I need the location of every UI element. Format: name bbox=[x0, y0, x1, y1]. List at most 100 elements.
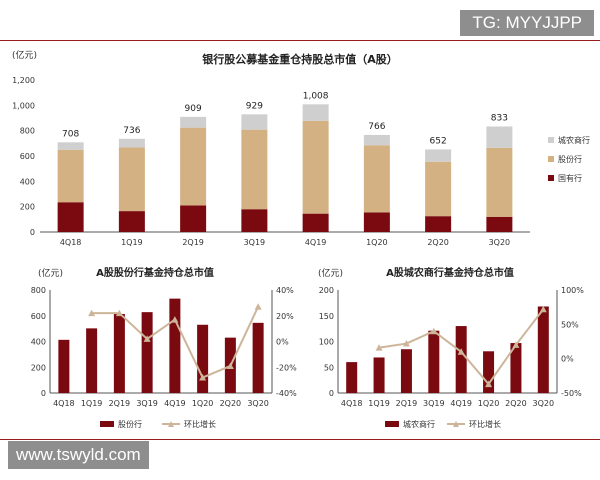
left-y-tick-label: 0 bbox=[41, 389, 46, 398]
right-bar bbox=[537, 306, 549, 393]
left-growth-point bbox=[88, 309, 96, 317]
top-rule bbox=[0, 40, 600, 41]
right-x-tick-label: 2Q20 bbox=[505, 399, 527, 408]
top-bar-segment bbox=[425, 161, 452, 217]
top-bar-segment bbox=[180, 127, 207, 206]
right-y2-tick-label: 100% bbox=[561, 286, 584, 295]
right-bar bbox=[373, 357, 385, 393]
top-total-label: 909 bbox=[185, 104, 202, 114]
right-growth-point bbox=[402, 340, 410, 347]
top-x-tick-label: 3Q19 bbox=[244, 238, 266, 247]
top-bar-segment bbox=[302, 213, 329, 232]
top-bar-segment bbox=[118, 211, 145, 232]
top-x-tick-label: 4Q18 bbox=[60, 238, 82, 247]
top-bar-segment bbox=[486, 147, 513, 217]
watermark-bottom: www.tswyld.com bbox=[8, 441, 149, 469]
left-x-tick-label: 4Q18 bbox=[53, 399, 75, 408]
top-x-tick-label: 4Q19 bbox=[305, 238, 327, 247]
left-x-tick-label: 3Q20 bbox=[247, 399, 269, 408]
left-legend-line-label: 环比增长 bbox=[184, 419, 216, 429]
left-bar bbox=[113, 313, 125, 393]
left-growth-point bbox=[171, 316, 179, 323]
left-x-tick-label: 4Q19 bbox=[164, 399, 186, 408]
top-bar-segment bbox=[180, 205, 207, 232]
right-y-tick-label: 150 bbox=[319, 312, 334, 321]
right-bar bbox=[455, 326, 467, 393]
right-growth-point bbox=[430, 327, 438, 335]
top-y-tick-label: 600 bbox=[20, 152, 35, 161]
right-chart-title: A股城农商行基金持仓总市值 bbox=[386, 266, 514, 279]
left-growth-point bbox=[143, 335, 151, 342]
top-total-label: 929 bbox=[246, 101, 263, 111]
top-bar-segment bbox=[363, 212, 390, 232]
right-y-tick-label: 100 bbox=[319, 338, 334, 347]
top-bar-segment bbox=[425, 149, 452, 162]
left-bar bbox=[86, 328, 98, 393]
top-bar-segment bbox=[302, 120, 329, 214]
right-chart-unit: (亿元) bbox=[318, 267, 343, 279]
top-bar-segment bbox=[241, 209, 268, 232]
top-chart-unit: (亿元) bbox=[12, 49, 37, 61]
left-bar bbox=[58, 339, 70, 393]
top-legend-label: 股份行 bbox=[558, 154, 582, 164]
left-x-tick-label: 2Q19 bbox=[109, 399, 131, 408]
right-x-tick-label: 2Q19 bbox=[396, 399, 418, 408]
left-bar bbox=[197, 324, 209, 393]
right-bar bbox=[483, 351, 495, 393]
left-growth-point bbox=[254, 303, 262, 310]
right-legend-bar-label: 城农商行 bbox=[403, 419, 435, 429]
top-legend-label: 国有行 bbox=[558, 173, 582, 183]
right-growth-point bbox=[485, 380, 493, 388]
top-legend-label: 城农商行 bbox=[558, 135, 590, 145]
right-legend-line-label: 环比增长 bbox=[469, 419, 501, 429]
left-chart-unit: (亿元) bbox=[38, 267, 63, 279]
left-x-tick-label: 3Q19 bbox=[136, 399, 158, 408]
top-bar-segment bbox=[241, 129, 268, 210]
watermark-top: TG: MYYJJPP bbox=[460, 10, 594, 36]
top-bar-segment bbox=[57, 142, 84, 150]
right-y2-tick-label: 0% bbox=[561, 355, 574, 364]
left-y-tick-label: 400 bbox=[31, 338, 46, 347]
top-bar-segment bbox=[302, 104, 329, 121]
right-growth-point bbox=[375, 344, 383, 351]
top-y-tick-label: 1,000 bbox=[12, 101, 35, 110]
left-x-tick-label: 1Q20 bbox=[192, 399, 214, 408]
top-bar-segment bbox=[57, 149, 84, 203]
left-bar bbox=[169, 298, 181, 393]
left-y-tick-label: 800 bbox=[31, 286, 46, 295]
right-growth-point bbox=[457, 348, 465, 355]
left-bar bbox=[252, 322, 264, 393]
left-legend-bar-swatch bbox=[100, 421, 114, 427]
top-total-label: 833 bbox=[491, 113, 508, 123]
right-bar bbox=[400, 349, 412, 393]
right-y-tick-label: 50 bbox=[324, 363, 334, 372]
top-y-tick-label: 400 bbox=[20, 177, 35, 186]
left-chart-title: A股股份行基金持仓总市值 bbox=[96, 266, 214, 279]
top-total-label: 736 bbox=[123, 126, 140, 136]
top-bar-segment bbox=[57, 202, 84, 232]
left-y2-tick-label: -40% bbox=[276, 389, 297, 398]
chart-marks: 0 200 400 600 800 1,000 1,200 708 4Q18 736 1Q19 909… bbox=[12, 76, 590, 429]
left-legend-bar-label: 股份行 bbox=[118, 419, 142, 429]
right-x-tick-label: 1Q20 bbox=[478, 399, 500, 408]
top-x-tick-label: 1Q20 bbox=[366, 238, 388, 247]
right-bar bbox=[510, 343, 522, 393]
top-total-label: 766 bbox=[368, 122, 385, 132]
top-bar-segment bbox=[363, 134, 390, 146]
top-total-label: 708 bbox=[62, 129, 79, 139]
right-x-tick-label: 3Q20 bbox=[533, 399, 555, 408]
right-x-tick-label: 4Q18 bbox=[341, 399, 363, 408]
top-bar-segment bbox=[363, 145, 390, 213]
top-legend-swatch bbox=[548, 175, 554, 181]
top-bar-segment bbox=[486, 216, 513, 232]
left-y2-tick-label: 20% bbox=[276, 312, 294, 321]
left-growth-point bbox=[199, 374, 207, 381]
right-y-tick-label: 0 bbox=[329, 389, 334, 398]
top-x-tick-label: 2Q19 bbox=[182, 238, 204, 247]
left-y-tick-label: 200 bbox=[31, 363, 46, 372]
top-legend-swatch bbox=[548, 137, 554, 143]
top-x-tick-label: 3Q20 bbox=[489, 238, 511, 247]
top-bar-segment bbox=[118, 147, 145, 212]
right-x-tick-label: 4Q19 bbox=[450, 399, 472, 408]
